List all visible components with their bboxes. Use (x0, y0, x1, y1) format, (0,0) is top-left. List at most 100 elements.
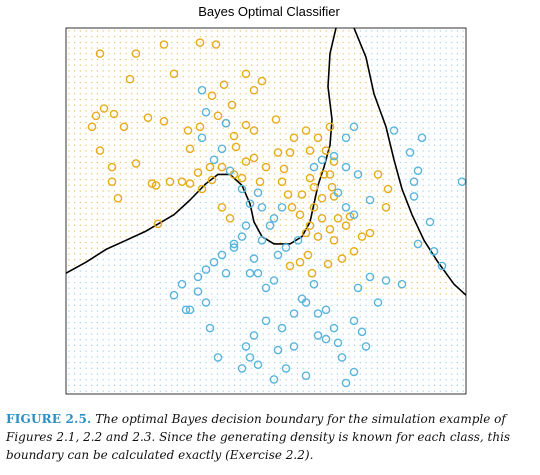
grid-dot (74, 253, 76, 255)
grid-dot (114, 253, 116, 255)
grid-dot (445, 167, 447, 169)
grid-dot (342, 207, 344, 209)
grid-dot (262, 207, 264, 209)
grid-dot (451, 384, 453, 387)
grid-dot (199, 127, 201, 129)
grid-dot (211, 139, 213, 141)
grid-dot (68, 58, 70, 61)
grid-dot (422, 127, 424, 129)
grid-dot (234, 121, 236, 123)
grid-dot (125, 287, 127, 289)
grid-dot (205, 196, 207, 198)
grid-dot (102, 184, 104, 186)
grid-dot (125, 179, 127, 181)
grid-dot (268, 344, 270, 346)
grid-dot (331, 322, 333, 324)
grid-dot (102, 367, 104, 369)
grid-dot (365, 104, 367, 106)
grid-dot (74, 144, 76, 146)
grid-dot (456, 390, 459, 392)
grid-dot (314, 241, 316, 244)
grid-dot (119, 270, 121, 272)
grid-dot (79, 259, 81, 261)
grid-dot (371, 121, 373, 123)
grid-dot (216, 179, 219, 181)
grid-dot (256, 121, 259, 123)
grid-dot (376, 184, 379, 186)
grid-dot (422, 121, 424, 123)
grid-dot (302, 70, 304, 72)
grid-dot (399, 156, 401, 158)
blue-point (365, 272, 375, 282)
grid-dot (439, 333, 441, 335)
grid-dot (91, 53, 93, 55)
blue-point (209, 155, 219, 165)
grid-dot (296, 133, 299, 135)
grid-dot (291, 344, 293, 346)
grid-dot (434, 259, 436, 261)
grid-dot (285, 247, 287, 249)
grid-dot (285, 98, 287, 101)
grid-dot (176, 299, 179, 301)
grid-dot (371, 116, 373, 118)
grid-dot (256, 93, 259, 95)
grid-dot (154, 127, 156, 129)
grid-dot (451, 333, 453, 335)
grid-dot (382, 230, 384, 232)
grid-dot (439, 213, 441, 215)
grid-dot (411, 322, 413, 324)
grid-dot (239, 333, 241, 335)
grid-dot (108, 190, 110, 192)
grid-dot (285, 390, 287, 392)
blue-point (261, 283, 271, 293)
grid-dot (399, 121, 401, 123)
grid-dot (428, 127, 430, 129)
grid-dot (279, 36, 281, 38)
grid-dot (251, 390, 253, 392)
grid-dot (462, 236, 464, 238)
grid-dot (171, 87, 173, 89)
grid-dot (394, 259, 396, 261)
grid-dot (176, 161, 179, 163)
grid-dot (365, 339, 367, 341)
grid-dot (354, 190, 356, 192)
grid-dot (439, 259, 441, 261)
grid-dot (159, 213, 161, 215)
grid-dot (199, 270, 201, 272)
blue-point (341, 202, 351, 212)
grid-dot (239, 70, 241, 72)
grid-dot (205, 87, 207, 89)
grid-dot (148, 173, 150, 175)
grid-dot (74, 116, 76, 118)
grid-dot (216, 196, 219, 198)
grid-dot (371, 207, 373, 209)
grid-dot (302, 224, 304, 226)
grid-dot (194, 253, 196, 255)
grid-dot (342, 230, 344, 232)
grid-dot (388, 64, 390, 66)
grid-dot (256, 207, 259, 209)
orange-point (237, 173, 247, 183)
blue-point (273, 250, 283, 260)
grid-dot (348, 81, 350, 83)
grid-dot (85, 184, 87, 186)
grid-dot (434, 287, 436, 289)
grid-dot (336, 287, 339, 289)
grid-dot (136, 276, 139, 278)
grid-dot (188, 264, 190, 266)
grid-dot (331, 287, 333, 289)
grid-dot (148, 299, 150, 301)
grid-dot (91, 304, 93, 306)
grid-dot (296, 64, 299, 66)
grid-dot (336, 322, 339, 324)
grid-dot (222, 327, 224, 329)
grid-dot (456, 161, 459, 163)
grid-dot (428, 293, 430, 295)
grid-dot (188, 167, 190, 169)
orange-point (211, 40, 221, 49)
grid-dot (388, 390, 390, 392)
grid-dot (85, 287, 87, 289)
grid-dot (405, 161, 407, 163)
grid-dot (348, 287, 350, 289)
grid-dot (205, 224, 207, 226)
